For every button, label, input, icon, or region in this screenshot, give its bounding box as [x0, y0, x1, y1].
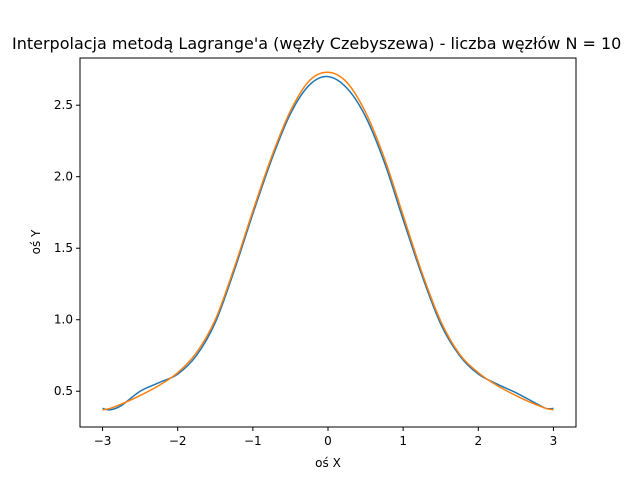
y-tick-label: 1.0 — [54, 313, 73, 327]
y-tick-label: 0.5 — [54, 384, 73, 398]
series-line-2 — [102, 71, 554, 411]
plot-area — [102, 71, 554, 411]
x-tick-label: 0 — [324, 434, 332, 448]
series-line-1 — [102, 75, 554, 411]
x-tick-label: 3 — [550, 434, 558, 448]
y-axis-ticks: 0.5 1.0 1.5 2.0 2.5 — [54, 98, 80, 398]
chart-title: Interpolacja metodą Lagrange'a (węzły Cz… — [12, 34, 621, 53]
x-tick-label: 1 — [399, 434, 407, 448]
x-tick-label: −1 — [244, 434, 262, 448]
plot-frame — [79, 57, 577, 428]
x-axis-label: oś X — [315, 456, 341, 470]
x-tick-label: 2 — [474, 434, 482, 448]
y-axis-label: oś Y — [29, 229, 43, 254]
x-axis-ticks: −3 −2 −1 0 1 2 3 — [94, 427, 558, 448]
y-tick-label: 1.5 — [54, 241, 73, 255]
y-tick-label: 2.5 — [54, 98, 73, 112]
x-tick-label: −2 — [169, 434, 187, 448]
y-tick-label: 2.0 — [54, 170, 73, 184]
x-tick-label: −3 — [94, 434, 112, 448]
